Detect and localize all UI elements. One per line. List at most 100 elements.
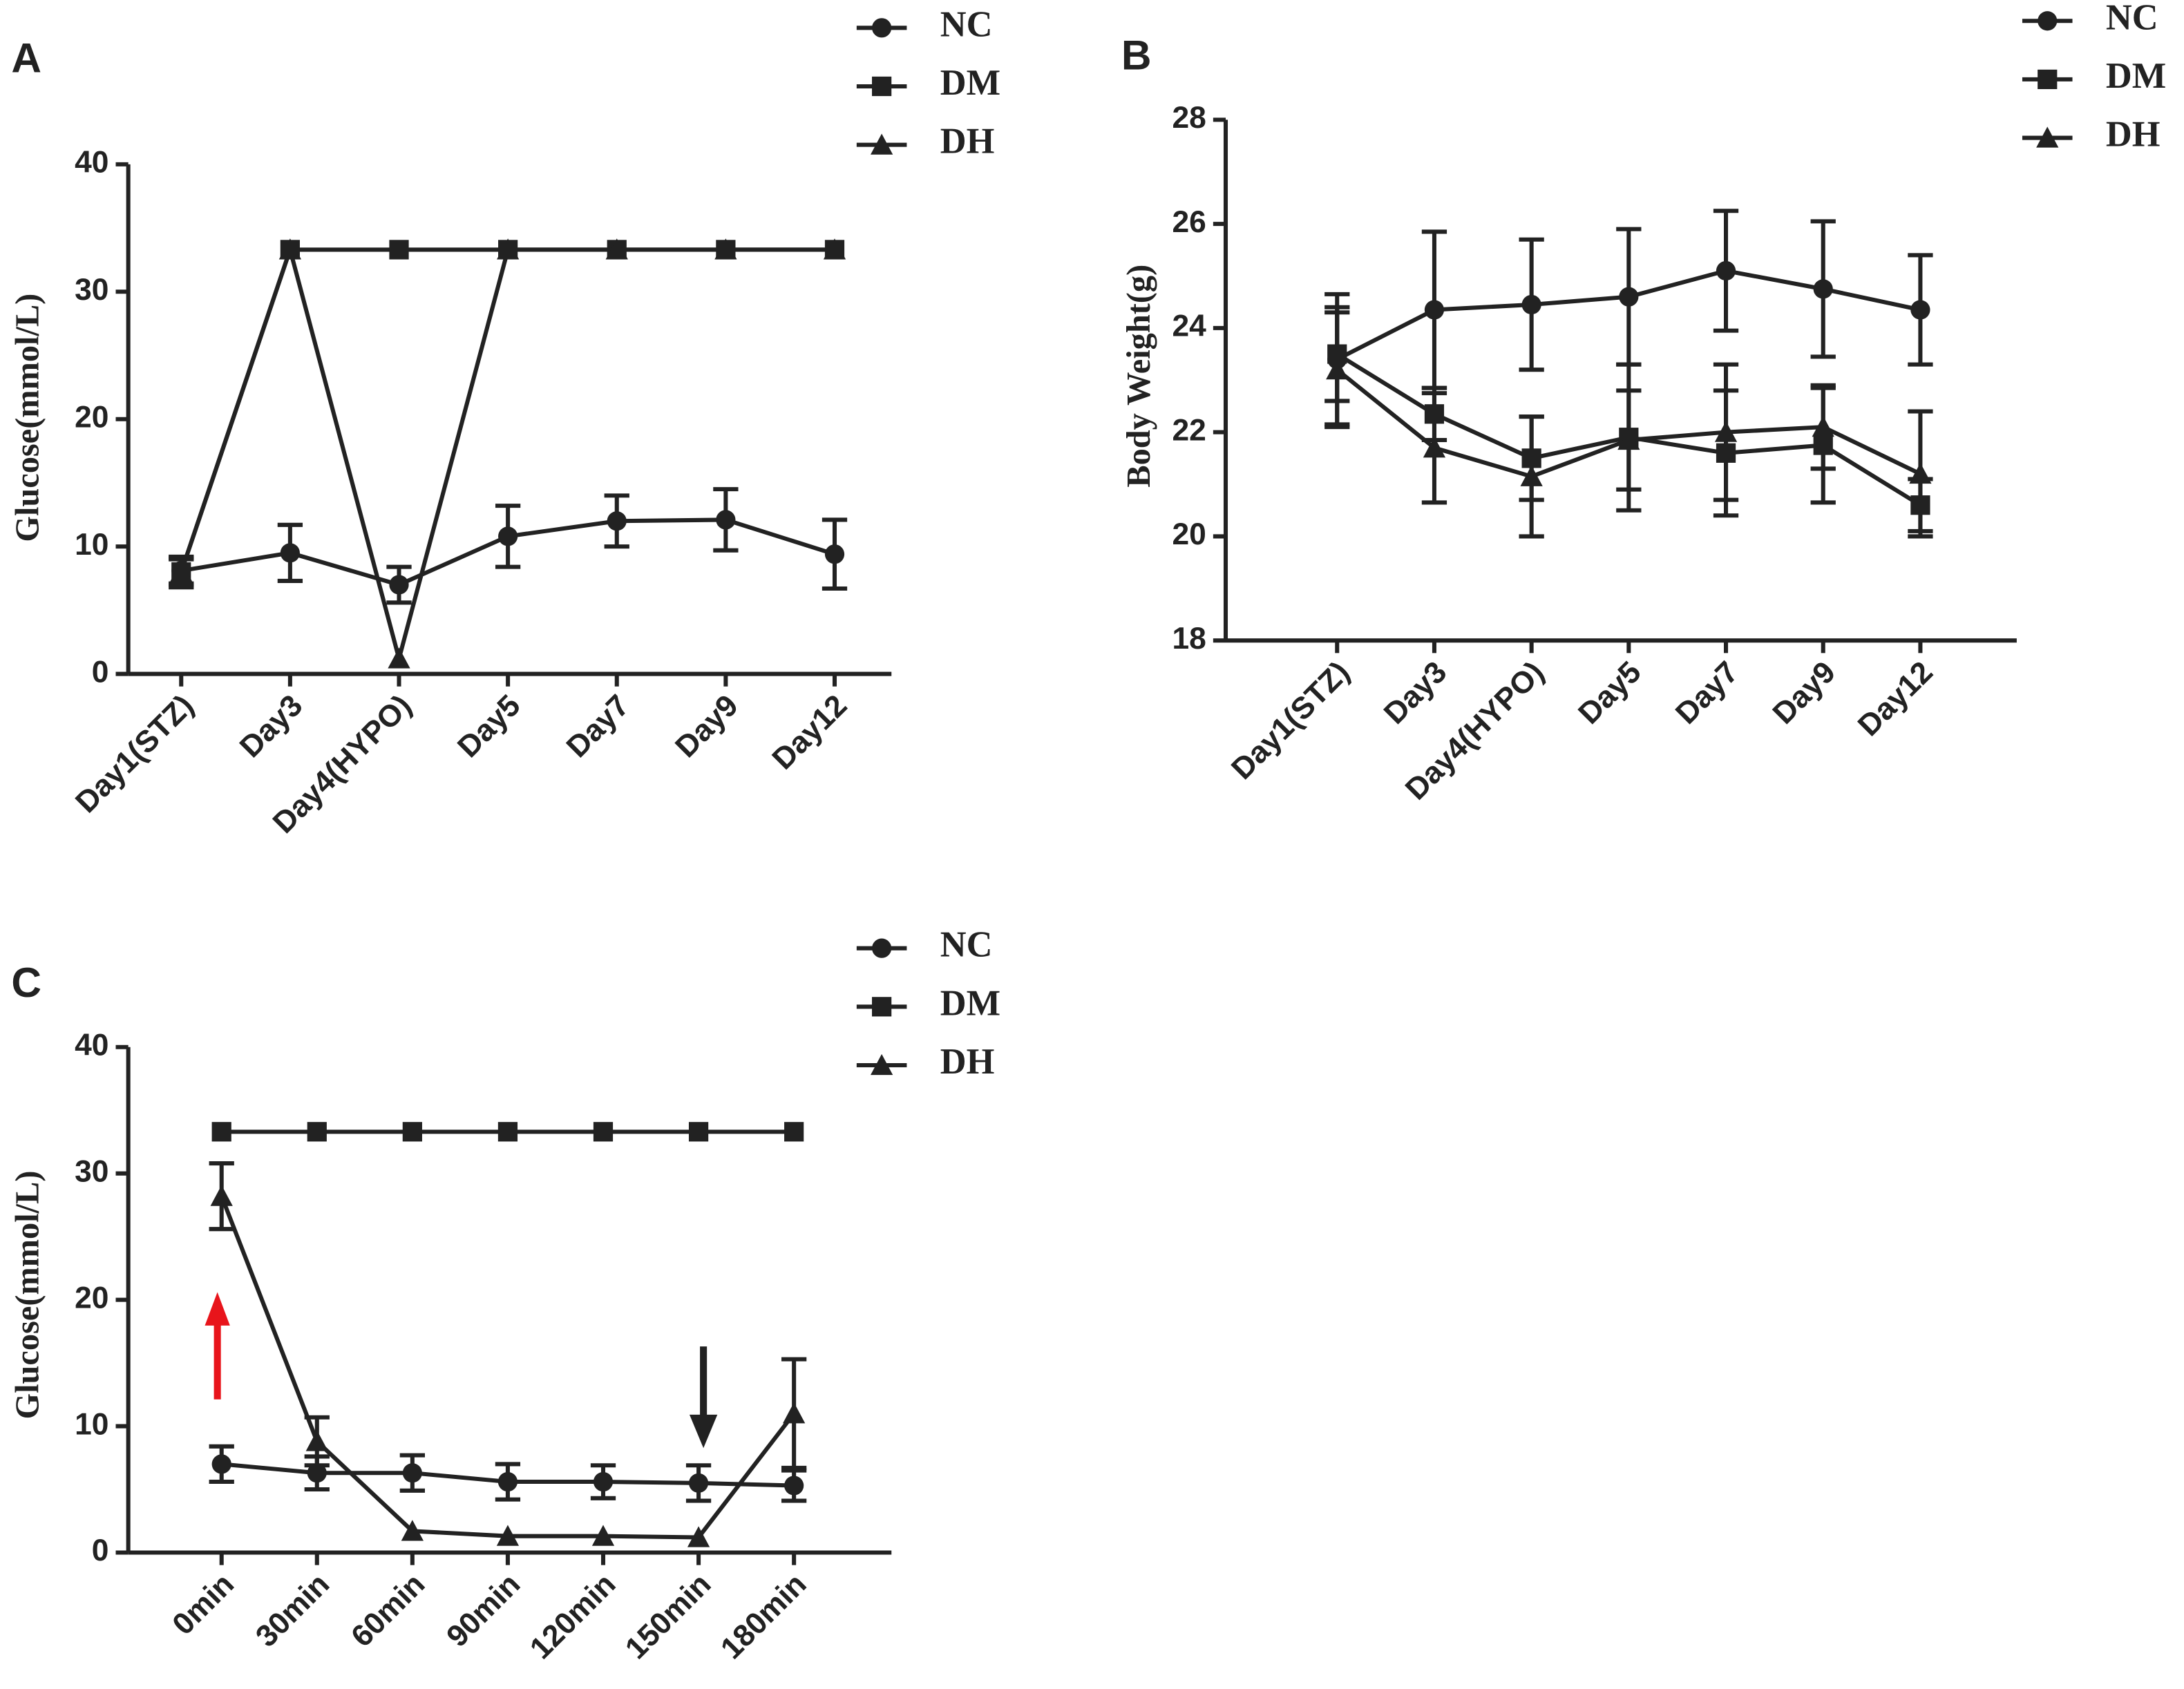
data-point (278, 238, 302, 260)
legend-label: NC (940, 925, 993, 965)
data-point (605, 238, 628, 260)
x-tick-label: Day5 (451, 689, 527, 765)
legend-marker (2038, 11, 2058, 31)
x-tick-label: Day3 (1378, 655, 1454, 731)
legend-marker (871, 133, 893, 155)
x-tick-label: Day12 (766, 689, 853, 776)
x-tick-label: Day1(STZ) (1225, 655, 1356, 786)
data-point (824, 544, 845, 564)
data-point (1716, 260, 1736, 281)
data-point (305, 1430, 328, 1451)
x-tick-label: 150min (619, 1567, 718, 1666)
x-tick-label: 60min (345, 1567, 431, 1653)
x-tick-label: 90min (440, 1567, 526, 1653)
y-tick-label: 20 (75, 400, 108, 434)
data-point (1423, 437, 1446, 458)
legend-label: DM (940, 983, 1000, 1023)
x-tick-label: Day1(STZ) (69, 689, 200, 820)
legend-label: NC (2106, 0, 2158, 37)
legend-marker (872, 997, 892, 1017)
data-point (211, 1454, 231, 1474)
data-point (498, 526, 518, 546)
data-point (210, 1185, 233, 1206)
legend-label: DM (940, 63, 1000, 103)
data-point (1714, 421, 1738, 442)
x-tick-label: Day5 (1572, 655, 1648, 731)
y-tick-label: 0 (92, 1534, 109, 1567)
panel-label: A (11, 35, 41, 82)
y-tick-label: 40 (75, 146, 108, 180)
legend-label: DH (2106, 115, 2161, 155)
x-tick-label: 0min (166, 1567, 240, 1641)
data-point (307, 1122, 327, 1142)
data-point (496, 1525, 520, 1546)
legend-marker (2036, 126, 2059, 148)
legend-label: DH (940, 122, 995, 162)
data-point (497, 238, 520, 260)
legend-marker (872, 76, 892, 97)
data-point (497, 1122, 518, 1142)
series-line (179, 242, 835, 667)
data-point (688, 1122, 709, 1142)
data-point (497, 1471, 518, 1492)
data-point (389, 240, 409, 260)
x-tick-label: Day7 (1669, 655, 1745, 731)
data-point (1521, 294, 1541, 315)
data-point (1909, 462, 1932, 484)
x-tick-label: 120min (524, 1567, 623, 1666)
data-point (784, 1122, 804, 1142)
data-point (823, 238, 846, 260)
y-axis-label: Body Weight(g) (1121, 265, 1157, 488)
y-tick-label: 18 (1172, 622, 1206, 656)
legend-label: DM (2106, 56, 2166, 96)
y-tick-label: 20 (1172, 517, 1206, 551)
x-tick-label: 30min (249, 1567, 336, 1653)
data-point (280, 543, 300, 563)
data-point (1813, 279, 1833, 299)
data-point (784, 1476, 804, 1496)
y-tick-label: 0 (92, 655, 109, 689)
data-point (591, 1525, 615, 1546)
data-point (1617, 428, 1640, 450)
y-tick-label: 28 (1172, 101, 1206, 135)
data-point (307, 1463, 327, 1483)
legend-marker (871, 1053, 893, 1076)
data-point (402, 1463, 422, 1483)
data-point (687, 1526, 710, 1547)
data-point (1424, 300, 1445, 320)
y-tick-label: 30 (75, 273, 108, 307)
data-point (714, 238, 737, 260)
data-point (1520, 465, 1543, 486)
y-tick-label: 22 (1172, 413, 1206, 447)
x-tick-label: Day9 (1767, 655, 1843, 731)
y-tick-label: 24 (1172, 309, 1206, 343)
y-tick-label: 10 (75, 528, 108, 562)
legend-label: NC (940, 4, 993, 44)
data-point (593, 1122, 614, 1142)
x-tick-label: Day3 (234, 689, 310, 765)
data-point (783, 1402, 806, 1424)
legend-label: DH (940, 1042, 995, 1082)
panel-label: B (1121, 32, 1152, 79)
data-point (716, 510, 736, 530)
legend-marker (872, 938, 892, 958)
y-tick-label: 10 (75, 1407, 108, 1441)
y-axis-label: Glucose(mmol/L) (10, 294, 46, 542)
black-arrow (689, 1346, 718, 1449)
legend-marker (2038, 69, 2058, 90)
red-arrow (205, 1292, 230, 1400)
x-tick-label: Day7 (560, 689, 636, 765)
panel-label: C (11, 959, 41, 1006)
legend-marker (872, 18, 892, 38)
data-point (401, 1520, 424, 1541)
y-tick-label: 30 (75, 1154, 108, 1188)
x-tick-label: 180min (714, 1567, 813, 1666)
y-tick-label: 20 (75, 1281, 108, 1315)
data-point (1910, 300, 1930, 320)
data-point (607, 511, 627, 531)
data-point (593, 1471, 614, 1492)
data-point (1326, 359, 1349, 380)
data-point (211, 1122, 231, 1142)
